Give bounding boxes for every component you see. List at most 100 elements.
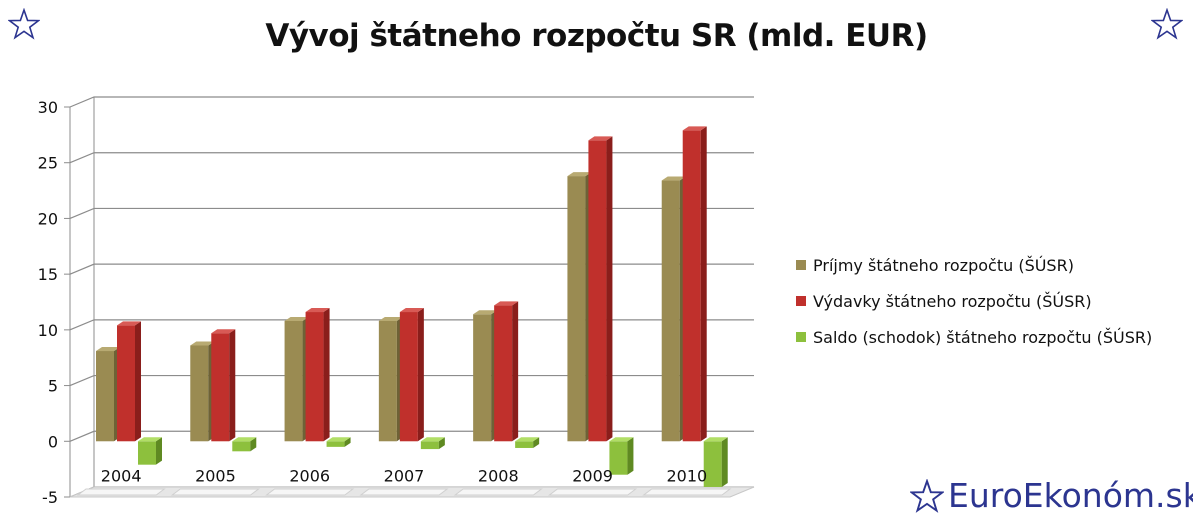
x-tick-label: 2008 — [478, 466, 519, 485]
bar-front — [661, 180, 680, 442]
bar-side — [627, 437, 634, 475]
bar-front — [117, 325, 135, 442]
bar-side — [533, 437, 540, 448]
bar-front — [399, 312, 418, 442]
gridline — [69, 207, 754, 219]
floor-tile — [547, 488, 638, 496]
gridline — [69, 319, 754, 331]
bar-top — [473, 310, 498, 315]
bars — [96, 126, 728, 487]
bar-side — [344, 437, 351, 447]
bar-front — [305, 312, 324, 442]
bar-side — [156, 437, 162, 465]
bar-top — [232, 437, 257, 442]
bar-front — [284, 320, 303, 442]
y-tick-label: -5 — [42, 488, 58, 507]
bar-prijmy — [190, 341, 215, 442]
bar-vydavky — [399, 308, 424, 442]
bar-prijmy — [567, 172, 592, 442]
bar-front — [211, 333, 230, 442]
bar-top — [609, 437, 634, 442]
x-tick-label: 2007 — [384, 466, 425, 485]
floor-tile — [170, 488, 261, 496]
bar-prijmy — [661, 176, 686, 442]
grid-lines — [64, 96, 755, 498]
bar-front — [682, 130, 701, 442]
legend-swatch-vydavky — [796, 296, 806, 306]
gridline — [69, 152, 754, 164]
bar-front — [138, 441, 156, 465]
bar-saldo — [138, 437, 162, 465]
bar-side — [135, 321, 141, 442]
star-icon — [8, 8, 40, 40]
floor-tile — [359, 488, 449, 496]
bar-vydavky — [305, 308, 330, 442]
bar-saldo — [420, 437, 445, 450]
bar-front — [190, 345, 209, 442]
legend-item-prijmy: Príjmy štátneho rozpočtu (ŠÚSR) — [796, 247, 1152, 283]
bar-side — [229, 329, 236, 442]
x-tick-label: 2005 — [195, 466, 236, 485]
bar-front — [609, 441, 628, 475]
bar-front — [588, 140, 607, 442]
bar-front — [96, 351, 114, 442]
bar-top — [138, 437, 162, 442]
x-tick-label: 2010 — [666, 466, 707, 485]
floor-tile — [453, 488, 543, 496]
bar-saldo — [326, 437, 351, 447]
y-tick-label: 0 — [48, 432, 58, 451]
bar-top — [305, 308, 330, 313]
bar-side — [512, 301, 519, 442]
bar-top — [117, 321, 141, 326]
bar-front — [515, 441, 534, 448]
bar-top — [703, 437, 728, 442]
bar-prijmy — [284, 316, 309, 442]
star-icon — [910, 478, 944, 513]
bar-saldo — [232, 437, 257, 452]
chart-legend: Príjmy štátneho rozpočtu (ŠÚSR) Výdavky … — [796, 247, 1152, 355]
y-tick-label: 30 — [38, 98, 58, 117]
bar-top — [494, 301, 519, 306]
x-axis-tick-labels: 2004 2005 2006 2007 2008 2009 2010 — [101, 466, 707, 485]
legend-item-vydavky: Výdavky štátneho rozpočtu (ŠÚSR) — [796, 283, 1152, 319]
bar-front — [232, 441, 251, 452]
bar-vydavky — [211, 329, 236, 442]
bar-top — [515, 437, 540, 442]
bar-front — [494, 305, 513, 442]
x-tick-label: 2004 — [101, 466, 142, 485]
bar-front — [326, 441, 345, 447]
bar-vydavky — [682, 126, 707, 442]
bar-side — [721, 437, 728, 487]
gridline — [69, 96, 754, 108]
bar-prijmy — [473, 310, 498, 442]
y-axis-tick-labels: -5 0 5 10 15 20 25 30 — [38, 98, 58, 507]
bar-top — [399, 308, 424, 313]
bar-side — [323, 308, 330, 442]
legend-label-saldo: Saldo (schodok) štátneho rozpočtu (ŠÚSR) — [813, 327, 1153, 347]
bar-saldo — [703, 437, 728, 487]
bar-top — [588, 136, 613, 141]
legend-swatch-saldo — [796, 332, 806, 342]
gridline — [69, 430, 754, 442]
bar-front — [473, 314, 492, 442]
bar-side — [606, 136, 613, 442]
star-icon — [1151, 8, 1183, 40]
bar-saldo — [609, 437, 634, 475]
bar-front — [420, 441, 439, 450]
bar-top — [211, 329, 236, 334]
bar-side — [417, 308, 424, 442]
floor-tile — [76, 488, 166, 496]
bar-side — [438, 437, 445, 450]
brand-logo: EuroEkonóm.sk — [910, 476, 1193, 515]
bar-vydavky — [588, 136, 613, 442]
bar-top — [284, 316, 309, 321]
floor-tile — [265, 488, 355, 496]
x-tick-label: 2009 — [572, 466, 613, 485]
bar-top — [661, 176, 686, 181]
y-tick-label: 5 — [48, 377, 58, 396]
y-tick-label: 25 — [38, 154, 58, 173]
bar-saldo — [515, 437, 540, 448]
floor-tile — [642, 488, 732, 496]
bar-side — [700, 126, 707, 442]
